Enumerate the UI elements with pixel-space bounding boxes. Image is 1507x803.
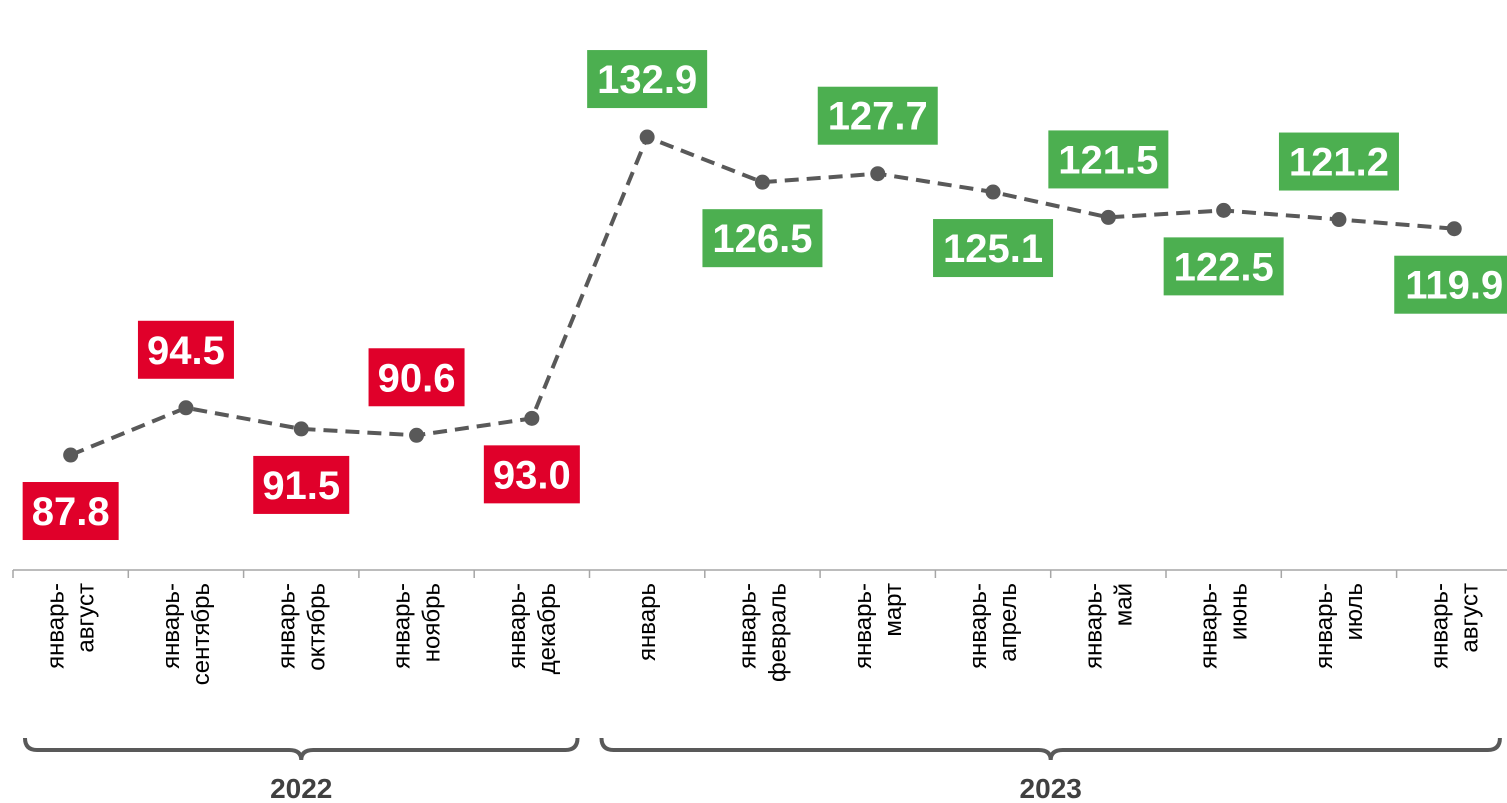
data-point xyxy=(639,129,655,145)
data-label: 93.0 xyxy=(493,453,571,497)
year-brace-layer: 2022 2023 xyxy=(23,737,1502,803)
year-brace xyxy=(23,737,580,761)
data-point xyxy=(524,410,540,426)
x-tick-label: январь-май xyxy=(1080,583,1137,669)
data-label: 126.5 xyxy=(712,217,812,261)
data-label-box xyxy=(817,86,938,145)
x-axis: январь-август январь-сентябрь январь-октяб… xyxy=(12,569,1507,685)
x-tick-label-line: январь- xyxy=(389,583,416,669)
year-brace xyxy=(599,737,1502,761)
year-group-label: 2022 xyxy=(270,773,332,803)
x-tick-label-line: январь- xyxy=(850,583,877,669)
data-label: 127.7 xyxy=(828,95,928,139)
data-label: 125.1 xyxy=(943,227,1043,271)
data-label-box xyxy=(933,219,1054,278)
x-tick-label: январь-июль xyxy=(1311,583,1368,669)
data-label: 91.5 xyxy=(262,464,340,508)
data-label-box xyxy=(253,455,350,514)
x-tick-label-line: январь- xyxy=(273,583,300,669)
x-tick-label-line: январь xyxy=(634,583,661,661)
data-point xyxy=(63,447,79,463)
x-tick-label-line: январь- xyxy=(158,583,185,669)
x-tick-label-line: январь- xyxy=(1311,583,1338,669)
year-group-label: 2023 xyxy=(1020,773,1082,803)
data-label: 94.5 xyxy=(147,329,225,373)
x-tick-label-line: май xyxy=(1110,583,1137,626)
data-label-box xyxy=(587,50,708,109)
x-tick-label-line: февраль xyxy=(764,583,791,682)
data-label-box xyxy=(137,320,234,379)
data-point xyxy=(985,184,1001,200)
x-tick-label-line: январь- xyxy=(734,583,761,669)
data-label-box xyxy=(1394,255,1507,314)
x-tick-label: январь-август xyxy=(1426,583,1483,669)
x-tick-label: январь-апрель xyxy=(965,583,1022,669)
x-tick-label: январь-февраль xyxy=(734,583,791,682)
data-point-layer xyxy=(63,129,1462,463)
x-tick-label-line: июнь xyxy=(1226,583,1253,640)
x-tick-label: январь-август xyxy=(43,583,100,669)
data-label: 121.5 xyxy=(1058,138,1158,182)
data-point xyxy=(1100,209,1116,225)
data-label-box xyxy=(1278,132,1399,191)
data-point xyxy=(409,427,425,443)
x-tick-label-line: ноябрь xyxy=(419,583,446,662)
data-point xyxy=(1331,212,1347,228)
data-label-box xyxy=(1048,130,1169,189)
data-label-box xyxy=(1163,237,1284,296)
x-tick-label-line: январь- xyxy=(504,583,531,669)
x-tick-label: январь-ноябрь xyxy=(389,583,446,669)
data-label: 121.2 xyxy=(1289,141,1389,185)
x-tick-label-line: апрель xyxy=(995,583,1022,662)
x-tick-label: январь-июнь xyxy=(1196,583,1253,669)
data-label-layer: 87.8 94.5 91.5 90.6 93.0 132.9 126.5 127.7 125.1… xyxy=(22,50,1507,541)
data-label: 87.8 xyxy=(32,490,110,534)
x-tick-label: январь-декабрь xyxy=(504,583,561,674)
x-tick-label: январь-сентябрь xyxy=(158,583,215,685)
x-tick-label-line: март xyxy=(880,583,907,637)
data-label-box xyxy=(22,482,119,541)
data-label: 132.9 xyxy=(597,58,697,102)
data-point xyxy=(1216,202,1232,218)
data-point xyxy=(1446,221,1462,237)
x-tick-label-line: октябрь xyxy=(303,583,330,671)
x-tick-label-line: сентябрь xyxy=(188,583,215,685)
x-tick-label-line: январь- xyxy=(1196,583,1223,669)
x-tick-label-line: январь- xyxy=(43,583,70,669)
data-point xyxy=(293,421,309,437)
x-tick-label-line: январь- xyxy=(965,583,992,669)
data-label-box xyxy=(483,445,580,504)
x-tick-label-line: август xyxy=(73,583,100,653)
x-tick-label-line: декабрь xyxy=(534,583,561,674)
data-point xyxy=(870,166,886,182)
x-tick-label-line: январь- xyxy=(1080,583,1107,669)
x-tick-label-line: январь- xyxy=(1426,583,1453,669)
x-tick-label-line: август xyxy=(1456,583,1483,653)
data-label: 119.9 xyxy=(1405,264,1503,308)
x-tick-label: январь xyxy=(634,583,661,661)
data-point xyxy=(178,400,194,416)
data-label-box xyxy=(702,209,823,268)
x-tick-label-line: июль xyxy=(1341,583,1368,640)
data-point xyxy=(754,174,770,190)
x-tick-label: январь-октябрь xyxy=(273,583,330,671)
data-label: 122.5 xyxy=(1174,245,1274,289)
x-tick-label: январь-март xyxy=(850,583,907,669)
data-label-box xyxy=(368,348,465,407)
data-label: 90.6 xyxy=(378,356,456,400)
